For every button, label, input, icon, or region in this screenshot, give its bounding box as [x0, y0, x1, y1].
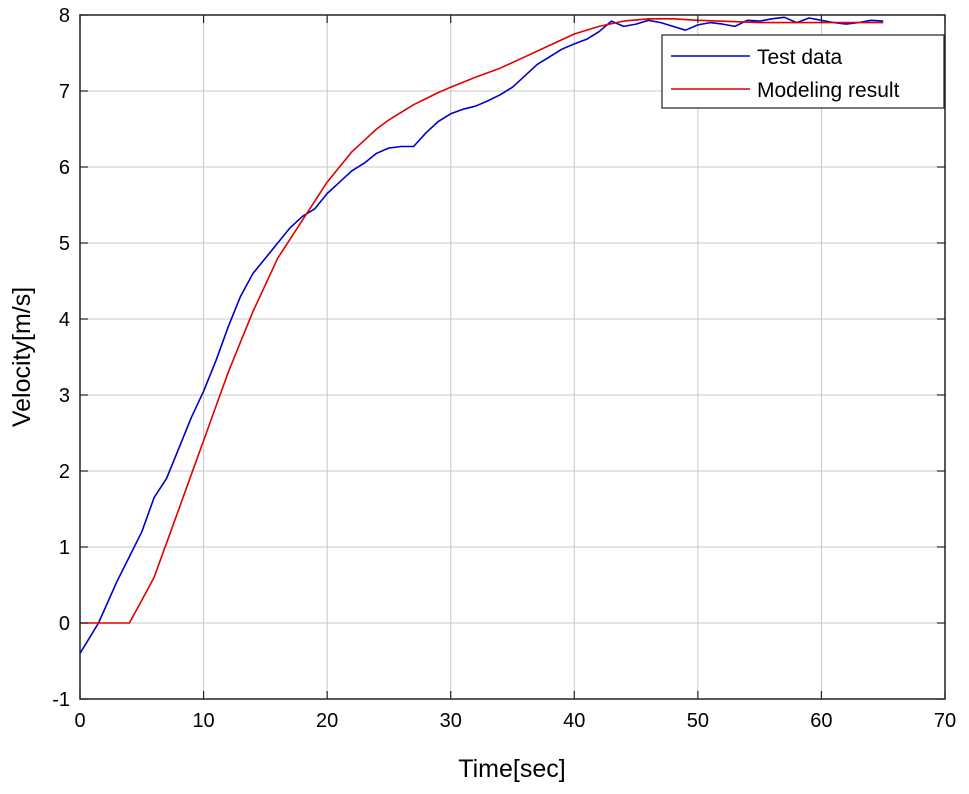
series-line-test-data [79, 16, 884, 654]
y-tick-label: 1 [59, 537, 70, 559]
legend-label-modeling-result: Modeling result [757, 79, 900, 102]
y-tick-label: -1 [52, 689, 70, 711]
plot-frame [79, 14, 946, 700]
x-axis-label: Time[sec] [458, 755, 565, 783]
legend-label-test-data: Test data [757, 46, 843, 69]
legend: Test data Modeling result [661, 34, 945, 109]
grid [79, 14, 946, 700]
x-tick-label: 10 [192, 710, 214, 732]
y-tick-label: 6 [59, 157, 70, 179]
legend-box [661, 34, 945, 109]
y-tick-label: 7 [59, 81, 70, 103]
y-tick-label: 4 [59, 309, 70, 331]
y-tick-label: 5 [59, 233, 70, 255]
y-tick-label: 0 [59, 613, 70, 635]
series-line-modeling-result [80, 17, 884, 624]
series-lines [79, 16, 884, 654]
x-tick-label: 20 [316, 710, 338, 732]
y-tick-label: 2 [59, 461, 70, 483]
y-tick-label: 3 [59, 385, 70, 407]
x-tick-label: 30 [440, 710, 462, 732]
x-tick-label: 50 [687, 710, 709, 732]
x-tick-label: 70 [934, 710, 956, 732]
y-axis-label: Velocity[m/s] [8, 287, 36, 427]
x-tick-label: 0 [74, 710, 85, 732]
y-tick-label: 8 [59, 5, 70, 27]
x-tick-label: 40 [563, 710, 585, 732]
x-tick-label: 60 [810, 710, 832, 732]
